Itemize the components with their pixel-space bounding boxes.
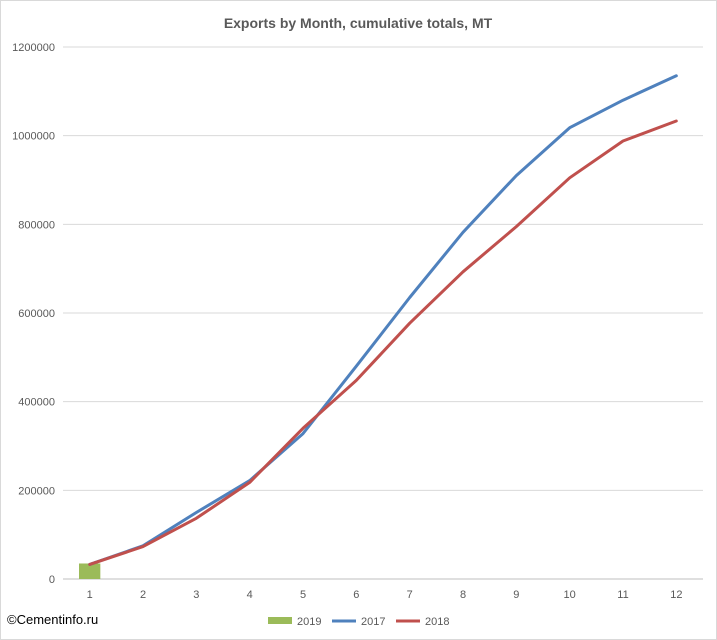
x-tick-label: 10 — [564, 589, 576, 601]
y-tick-label: 400000 — [18, 397, 55, 409]
x-tick-label: 4 — [247, 589, 253, 601]
x-axis-ticks: 1 2 3 4 5 6 7 8 9 10 11 12 — [87, 589, 683, 601]
series-line-2017 — [88, 74, 678, 566]
gridlines — [63, 46, 703, 580]
y-tick-label: 200000 — [18, 485, 55, 497]
x-tick-label: 12 — [670, 589, 682, 601]
x-tick-label: 8 — [460, 589, 466, 601]
legend-label-2019: 2019 — [297, 616, 321, 628]
y-tick-label: 600000 — [18, 308, 55, 320]
series-line-2018 — [88, 119, 678, 566]
line-series — [88, 74, 678, 566]
x-tick-label: 9 — [513, 589, 519, 601]
bar-2019 — [79, 563, 101, 579]
legend: 2019 2017 2018 — [268, 616, 449, 628]
bar-series — [79, 563, 101, 579]
legend-swatch-2019 — [268, 617, 292, 624]
y-axis-ticks: 0 200000 400000 600000 800000 1000000 1200000 — [12, 42, 55, 586]
x-tick-label: 3 — [193, 589, 199, 601]
x-tick-label: 6 — [353, 589, 359, 601]
y-tick-label: 1200000 — [12, 42, 55, 54]
legend-label-2018: 2018 — [425, 616, 449, 628]
legend-label-2017: 2017 — [361, 616, 385, 628]
x-tick-label: 7 — [407, 589, 413, 601]
y-tick-label: 800000 — [18, 219, 55, 231]
x-tick-label: 1 — [87, 589, 93, 601]
x-tick-label: 11 — [617, 589, 628, 601]
x-tick-label: 5 — [300, 589, 306, 601]
y-tick-label: 0 — [49, 574, 55, 586]
y-tick-label: 1000000 — [12, 131, 55, 143]
credit-text: ©Cementinfo.ru — [7, 612, 99, 627]
x-tick-label: 2 — [140, 589, 146, 601]
chart-title: Exports by Month, cumulative totals, MT — [224, 15, 493, 31]
